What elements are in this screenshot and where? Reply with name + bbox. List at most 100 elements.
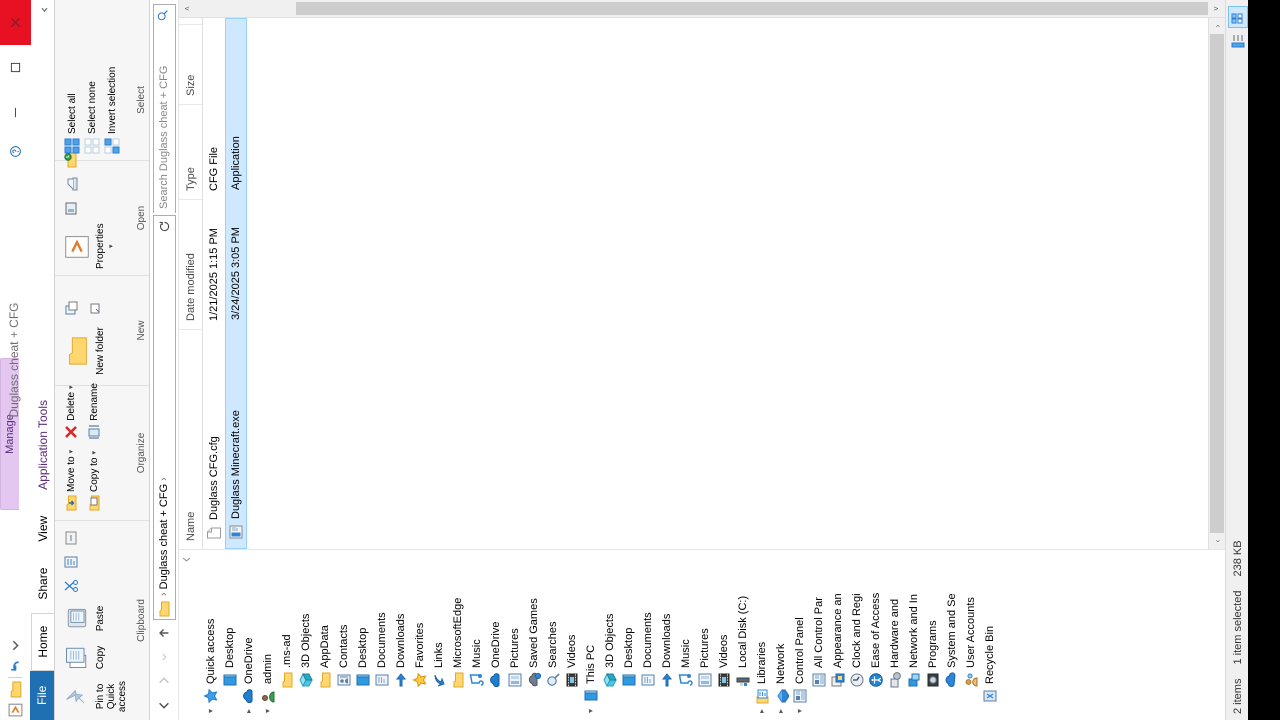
copy-to-button[interactable]: Copy to ▾ (83, 447, 105, 514)
nav-item[interactable]: Music (467, 550, 486, 720)
chevron-down-icon[interactable]: ▾ (68, 449, 75, 454)
move-to-button[interactable]: Move to ▾ (60, 447, 82, 514)
tab-share[interactable]: Share (36, 567, 50, 600)
nav-item[interactable]: Desktop (619, 550, 638, 720)
nav-item[interactable]: Ease of Access (866, 550, 885, 720)
pin-to-quick-access-button[interactable]: Pin to Quick access (58, 679, 128, 714)
large-icons-view-button[interactable] (1228, 6, 1248, 28)
nav-item[interactable]: ▸ OneDrive (239, 550, 258, 720)
copy-path-button[interactable] (60, 551, 82, 573)
breadcrumb-item-current[interactable]: Duglass cheat + CFG (158, 483, 170, 590)
nav-item[interactable]: 3D Objects (600, 550, 619, 720)
copy-button[interactable]: Copy (58, 640, 106, 675)
select-all-button[interactable]: Select all (62, 93, 82, 154)
nav-item[interactable]: Local Disk (C:) (733, 550, 752, 720)
tree-expander-icon[interactable]: ▾ (586, 709, 595, 714)
nav-item[interactable]: ▾ Quick access (201, 550, 220, 720)
forward-button[interactable] (153, 670, 175, 692)
horizontal-scrollbar[interactable]: ‹ › (1208, 18, 1225, 549)
nav-item[interactable]: Videos (714, 550, 733, 720)
nav-item[interactable]: ▸ Libraries (752, 550, 771, 720)
tree-expander-icon[interactable]: ▾ (263, 709, 272, 714)
edit-button[interactable] (60, 173, 82, 195)
breadcrumb[interactable]: › Duglass cheat + CFG › (158, 474, 170, 599)
ribbon-collapse-icon[interactable] (38, 4, 54, 17)
select-none-button[interactable]: Select none (82, 81, 102, 154)
nav-item[interactable]: Hardware and (885, 550, 904, 720)
scroll-right-arrow[interactable]: › (1212, 24, 1222, 28)
address-breadcrumb-bar[interactable]: › Duglass cheat + CFG › (152, 215, 176, 620)
table-row[interactable]: Duglass Minecraft.exe 3/24/2025 3:05 PM Ap… (225, 18, 247, 549)
nav-item[interactable]: Desktop (353, 550, 372, 720)
invert-selection-button[interactable]: Invert selection (102, 67, 122, 154)
nav-item[interactable]: Desktop (220, 550, 239, 720)
nav-item[interactable]: .ms-ad (277, 550, 296, 720)
delete-button[interactable]: Delete ▾ (60, 380, 82, 443)
nav-item[interactable]: Pictures (505, 550, 524, 720)
chevron-down-icon[interactable]: ▾ (91, 451, 98, 455)
scroll-left-arrow[interactable]: ‹ (1212, 539, 1222, 543)
minimize-button[interactable] (0, 90, 31, 135)
nav-item[interactable]: Contacts (334, 550, 353, 720)
details-view-button[interactable] (1228, 30, 1248, 52)
new-folder-button[interactable]: New folder (58, 323, 106, 379)
nav-item[interactable]: AppData (315, 550, 334, 720)
scroll-down-arrow[interactable]: ˅ (1212, 6, 1221, 11)
paste-shortcut-button[interactable] (60, 527, 82, 549)
properties-button[interactable]: Properties ▾ (58, 223, 117, 269)
rename-button[interactable]: Rename (83, 380, 105, 443)
folder-icon[interactable] (7, 681, 24, 698)
chevron-left-icon[interactable] (181, 554, 195, 565)
column-header[interactable]: Size (179, 24, 202, 104)
nav-item[interactable]: Programs (923, 550, 942, 720)
nav-item[interactable]: Clock and Regi (847, 550, 866, 720)
history-button[interactable] (60, 149, 82, 171)
nav-item[interactable]: Saved Games (524, 550, 543, 720)
properties-icon[interactable] (7, 701, 24, 718)
chevron-down-icon[interactable]: ▾ (68, 385, 75, 389)
hscroll-thumb[interactable] (1210, 34, 1224, 533)
cut-button[interactable] (60, 575, 82, 597)
nav-item[interactable]: MicrosoftEdge (448, 550, 467, 720)
tree-expander-icon[interactable]: ▸ (776, 709, 785, 714)
nav-item[interactable]: Recycle Bin (980, 550, 999, 720)
nav-item[interactable]: 3D Objects (296, 550, 315, 720)
tree-expander-icon[interactable]: ▾ (206, 709, 215, 714)
chevron-down-icon[interactable]: ▾ (108, 244, 115, 248)
tree-expander-icon[interactable]: ▾ (795, 709, 804, 714)
new-item-button[interactable] (60, 297, 82, 319)
breadcrumb-separator-trailing[interactable]: › (158, 477, 170, 481)
tab-view[interactable]: View (36, 515, 50, 542)
paste-button[interactable]: Paste (58, 601, 106, 636)
column-header[interactable]: Date modified (179, 199, 202, 329)
nav-item[interactable]: Downloads (391, 550, 410, 720)
table-row[interactable]: Duglass CFG.cfg 1/21/2025 1:15 PM CFG File (203, 18, 225, 549)
vscroll-track[interactable] (196, 0, 1208, 17)
help-button[interactable] (0, 135, 31, 169)
nav-item[interactable]: User Accounts (961, 550, 980, 720)
chevron-down-icon[interactable] (7, 637, 24, 654)
back-button[interactable] (153, 694, 175, 716)
nav-item[interactable]: ▾ admin (258, 550, 277, 720)
nav-item[interactable]: Music (676, 550, 695, 720)
close-button[interactable] (0, 0, 31, 45)
refresh-button[interactable] (158, 218, 171, 236)
easy-access-button[interactable] (84, 297, 106, 319)
tab-file[interactable]: File (30, 670, 54, 720)
undo-icon[interactable] (7, 657, 24, 674)
vertical-scrollbar[interactable]: ˄ ˅ (179, 0, 1225, 18)
nav-item[interactable]: All Control Par (809, 550, 828, 720)
nav-item[interactable]: Documents (638, 550, 657, 720)
nav-item[interactable]: Documents (372, 550, 391, 720)
nav-item[interactable]: Pictures (695, 550, 714, 720)
tree-expander-icon[interactable]: ▸ (244, 709, 253, 714)
maximize-button[interactable] (0, 45, 31, 90)
nav-item[interactable]: Links (429, 550, 448, 720)
column-header[interactable]: Name (179, 329, 202, 549)
vscroll-thumb[interactable] (296, 2, 1208, 15)
nav-item[interactable]: Searches (543, 550, 562, 720)
nav-item[interactable]: Network and In (904, 550, 923, 720)
nav-item[interactable]: Videos (562, 550, 581, 720)
nav-item[interactable]: Favorites (410, 550, 429, 720)
nav-item[interactable]: OneDrive (486, 550, 505, 720)
